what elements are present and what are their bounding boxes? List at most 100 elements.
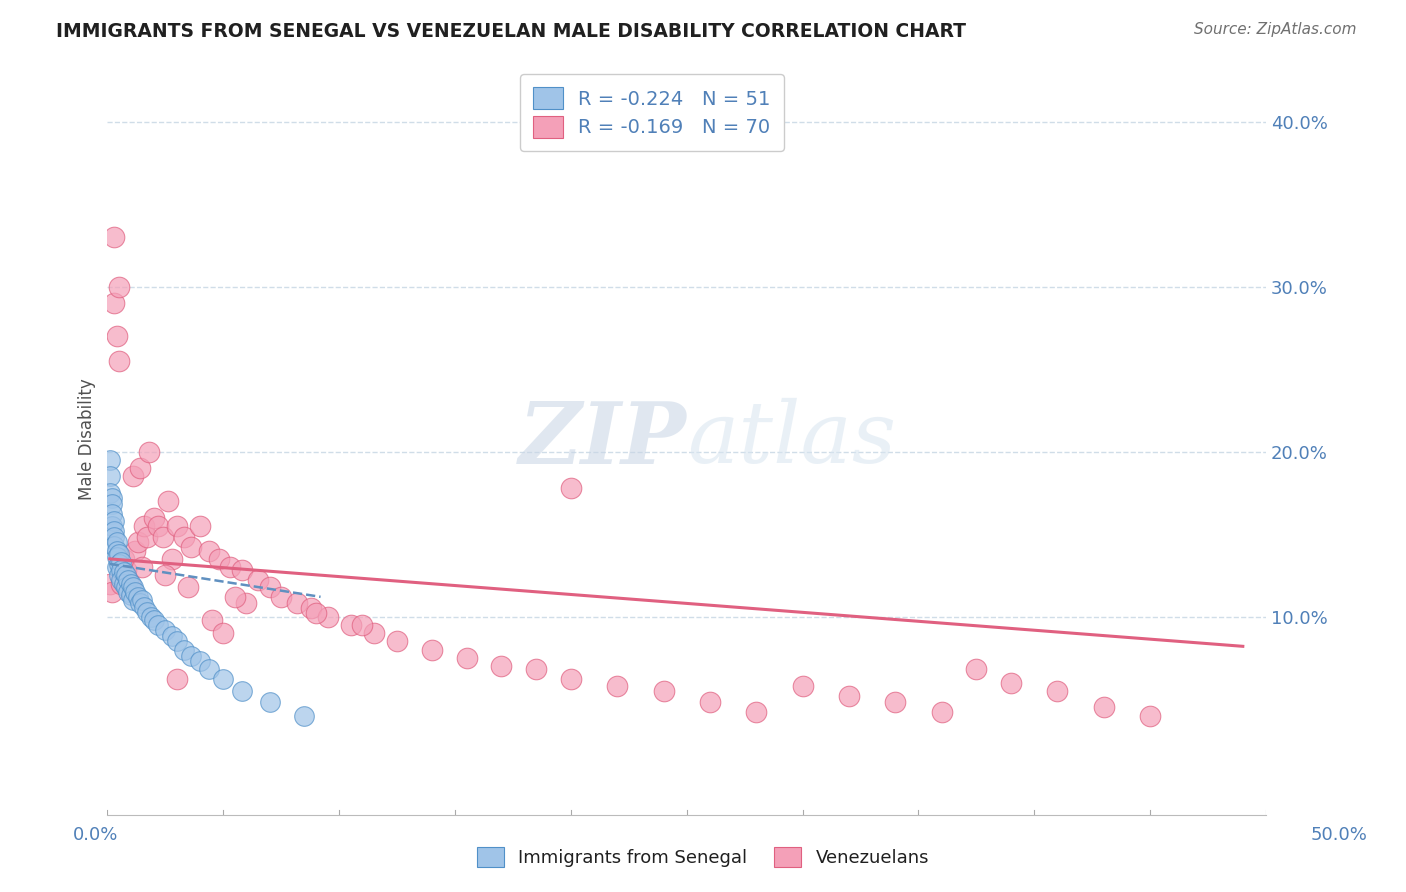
Point: [155, 623, 177, 637]
Point: [142, 510, 165, 524]
Point: [212, 626, 235, 640]
Point: [188, 654, 211, 668]
Point: [162, 552, 184, 566]
Point: [101, 519, 124, 533]
Point: [965, 662, 987, 676]
Point: [103, 230, 125, 244]
Point: [105, 535, 128, 549]
Point: [246, 574, 269, 588]
Point: [110, 564, 132, 578]
Point: [101, 498, 124, 512]
Point: [108, 557, 131, 571]
Point: [148, 618, 170, 632]
Point: [173, 531, 195, 545]
Point: [101, 508, 124, 522]
Point: [127, 590, 149, 604]
Point: [138, 444, 160, 458]
Point: [1046, 683, 1069, 698]
Point: [135, 531, 157, 545]
Legend: R = -0.224   N = 51, R = -0.169   N = 70: R = -0.224 N = 51, R = -0.169 N = 70: [520, 74, 785, 151]
Text: 0.0%: 0.0%: [73, 826, 118, 844]
Point: [884, 695, 907, 709]
Point: [363, 626, 385, 640]
Point: [224, 590, 246, 604]
Point: [117, 574, 139, 588]
Point: [491, 659, 513, 673]
Point: [152, 531, 174, 545]
Point: [207, 552, 229, 566]
Point: [117, 574, 139, 588]
Text: 50.0%: 50.0%: [1310, 826, 1367, 844]
Point: [219, 560, 242, 574]
Text: ZIP: ZIP: [519, 398, 686, 481]
Point: [352, 618, 374, 632]
Point: [524, 662, 547, 676]
Point: [108, 547, 131, 561]
Point: [560, 481, 582, 495]
Point: [120, 580, 142, 594]
Point: [127, 535, 149, 549]
Point: [124, 585, 146, 599]
Point: [201, 613, 224, 627]
Point: [105, 543, 128, 558]
Point: [131, 593, 153, 607]
Point: [148, 519, 170, 533]
Point: [112, 576, 135, 591]
Point: [128, 596, 150, 610]
Point: [166, 519, 188, 533]
Text: atlas: atlas: [686, 398, 896, 481]
Point: [112, 565, 135, 579]
Point: [606, 679, 628, 693]
Point: [299, 601, 322, 615]
Point: [98, 453, 121, 467]
Point: [134, 519, 156, 533]
Point: [162, 629, 184, 643]
Point: [105, 560, 128, 574]
Point: [103, 539, 125, 553]
Point: [115, 580, 138, 594]
Point: [122, 593, 145, 607]
Point: [259, 695, 281, 709]
Point: [198, 543, 221, 558]
Y-axis label: Male Disability: Male Disability: [79, 378, 96, 500]
Point: [101, 491, 124, 505]
Point: [98, 576, 121, 591]
Point: [188, 519, 211, 533]
Point: [134, 599, 156, 614]
Point: [110, 574, 132, 588]
Legend: Immigrants from Senegal, Venezuelans: Immigrants from Senegal, Venezuelans: [470, 839, 936, 874]
Point: [122, 469, 145, 483]
Point: [155, 568, 177, 582]
Point: [105, 329, 128, 343]
Point: [98, 486, 121, 500]
Point: [745, 706, 768, 720]
Point: [115, 564, 138, 578]
Point: [108, 279, 131, 293]
Text: IMMIGRANTS FROM SENEGAL VS VENEZUELAN MALE DISABILITY CORRELATION CHART: IMMIGRANTS FROM SENEGAL VS VENEZUELAN MA…: [56, 22, 966, 41]
Point: [103, 531, 125, 545]
Point: [124, 543, 146, 558]
Point: [420, 642, 443, 657]
Point: [180, 649, 202, 664]
Point: [135, 605, 157, 619]
Point: [287, 596, 309, 610]
Point: [385, 634, 408, 648]
Point: [108, 354, 131, 368]
Point: [1092, 700, 1115, 714]
Point: [231, 683, 253, 698]
Point: [105, 550, 128, 565]
Point: [141, 609, 163, 624]
Point: [177, 580, 200, 594]
Point: [117, 585, 139, 599]
Point: [98, 469, 121, 483]
Point: [120, 588, 142, 602]
Point: [931, 706, 953, 720]
Point: [110, 555, 132, 569]
Point: [115, 568, 138, 582]
Point: [180, 541, 202, 555]
Point: [142, 613, 165, 627]
Point: [231, 564, 253, 578]
Point: [560, 673, 582, 687]
Point: [1000, 675, 1022, 690]
Point: [156, 494, 179, 508]
